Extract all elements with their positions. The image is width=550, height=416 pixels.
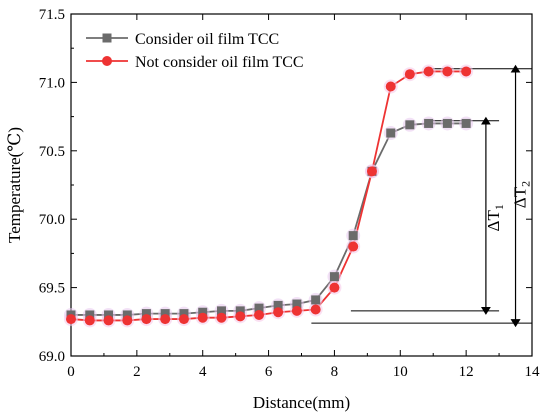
annotation-delta-t: ΔT1 xyxy=(484,204,506,231)
y-tick-label: 71.5 xyxy=(39,7,65,23)
data-point-series-2 xyxy=(178,314,189,325)
y-tick-label: 69.0 xyxy=(39,349,65,365)
annotation-text: ΔT xyxy=(484,210,503,232)
data-point-series-1 xyxy=(386,128,396,138)
y-tick-label: 71.0 xyxy=(39,75,65,91)
data-point-series-2 xyxy=(197,312,208,323)
data-point-series-2 xyxy=(310,304,321,315)
legend-label: Not consider oil film TCC xyxy=(135,54,304,71)
x-tick-label: 2 xyxy=(133,364,141,380)
x-axis-label: Distance(mm) xyxy=(253,393,350,412)
x-tick-label: 4 xyxy=(199,364,207,380)
data-point-series-1 xyxy=(424,118,434,128)
data-point-series-1 xyxy=(273,300,283,310)
data-point-series-1 xyxy=(329,272,339,282)
data-point-series-2 xyxy=(141,314,152,325)
annotation-subscript: 1 xyxy=(492,204,506,210)
data-point-series-1 xyxy=(405,120,415,130)
data-point-series-1 xyxy=(141,309,151,319)
annotation-subscript: 2 xyxy=(518,181,532,187)
series-line-1 xyxy=(71,122,467,316)
data-point-series-1 xyxy=(216,306,226,316)
data-point-series-1 xyxy=(198,307,208,317)
data-point-series-1 xyxy=(348,231,358,241)
data-point-series-2 xyxy=(273,307,284,318)
data-point-series-1 xyxy=(254,303,264,313)
x-tick-label: 10 xyxy=(393,364,408,380)
x-tick-label: 6 xyxy=(265,364,273,380)
data-point-series-2 xyxy=(160,314,171,325)
data-point-series-1 xyxy=(311,295,321,305)
data-point-series-2 xyxy=(329,282,340,293)
data-point-series-1 xyxy=(461,118,471,128)
data-point-series-2 xyxy=(366,166,377,177)
legend-marker xyxy=(102,56,112,66)
data-point-series-2 xyxy=(404,69,415,80)
data-point-series-2 xyxy=(122,315,133,326)
annotation-text: ΔT xyxy=(510,186,529,208)
data-point-series-1 xyxy=(235,306,245,316)
series-line-2 xyxy=(70,70,467,322)
x-tick-label: 12 xyxy=(459,364,474,380)
data-point-series-2 xyxy=(216,312,227,323)
data-point-series-2 xyxy=(348,241,359,252)
data-point-series-2 xyxy=(254,309,265,320)
data-point-series-1 xyxy=(292,299,302,309)
data-point-series-1 xyxy=(160,309,170,319)
data-point-series-1 xyxy=(442,118,452,128)
legend-label: Consider oil film TCC xyxy=(135,31,279,48)
data-point-series-2 xyxy=(423,66,434,77)
x-tick-label: 8 xyxy=(331,364,339,380)
x-tick-label: 0 xyxy=(67,364,75,380)
y-tick-label: 70.5 xyxy=(39,144,65,160)
data-point-series-1 xyxy=(85,310,95,320)
data-point-series-1 xyxy=(179,309,189,319)
data-point-series-2 xyxy=(291,305,302,316)
data-point-series-1 xyxy=(104,310,114,320)
data-point-series-2 xyxy=(385,81,396,92)
y-axis-label: Temperature(℃) xyxy=(5,127,24,243)
data-point-series-2 xyxy=(84,315,95,326)
y-tick-label: 69.5 xyxy=(39,281,65,297)
data-point-series-2 xyxy=(66,314,76,325)
data-point-series-2 xyxy=(461,66,472,77)
data-point-series-2 xyxy=(235,311,246,322)
annotation-delta-t: ΔT2 xyxy=(510,181,532,208)
x-tick-label: 14 xyxy=(525,364,541,380)
y-tick-label: 70.0 xyxy=(39,212,65,228)
data-point-series-2 xyxy=(442,66,453,77)
data-point-series-2 xyxy=(103,315,114,326)
data-point-series-1 xyxy=(122,310,132,320)
legend-marker xyxy=(102,33,112,43)
